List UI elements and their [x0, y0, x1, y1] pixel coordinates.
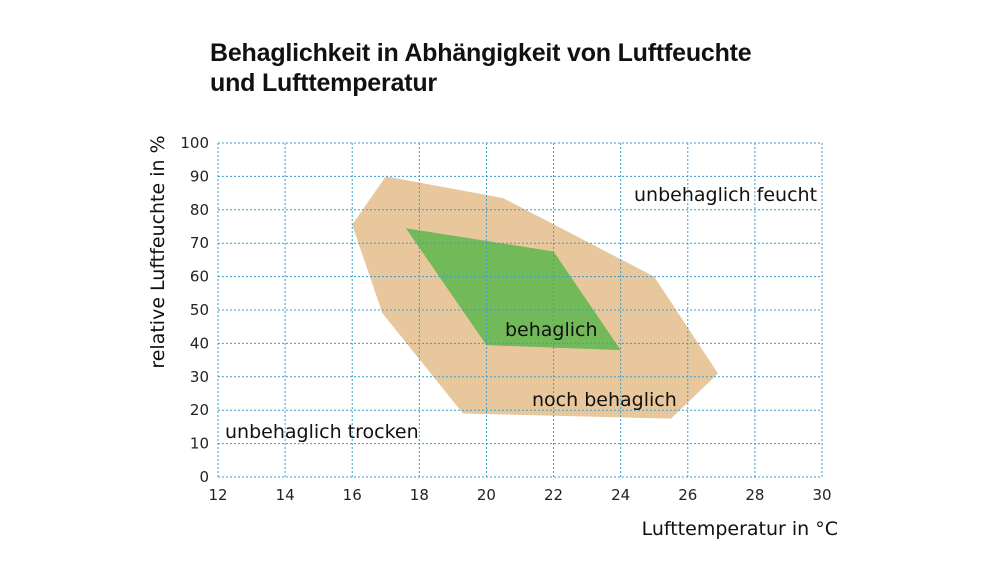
x-tick-label: 26	[678, 486, 697, 504]
y-axis-label: relative Luftfeuchte in %	[147, 135, 169, 368]
chart-title-line-1: Behaglichkeit in Abhängigkeit von Luftfe…	[210, 39, 752, 67]
comfort-regions	[352, 176, 718, 419]
y-tick-label: 50	[190, 301, 209, 319]
x-axis-label: Lufttemperatur in °C	[642, 518, 838, 540]
chart-title: Behaglichkeit in Abhängigkeit von Luftfe…	[210, 38, 752, 98]
x-tick-label: 16	[343, 486, 362, 504]
annotation-noch-behaglich: noch behaglich	[532, 389, 677, 411]
y-tick-label: 40	[190, 334, 209, 352]
y-tick-label: 80	[190, 201, 209, 219]
annotation-unbehaglich-trocken: unbehaglich trocken	[225, 421, 419, 443]
x-tick-label: 30	[812, 486, 831, 504]
y-tick-label: 0	[199, 468, 209, 486]
x-tick-label: 22	[544, 486, 563, 504]
y-tick-label: 90	[190, 167, 209, 185]
y-tick-label: 20	[190, 401, 209, 419]
x-tick-label: 14	[276, 486, 295, 504]
y-tick-label: 10	[190, 435, 209, 453]
x-tick-label: 18	[410, 486, 429, 504]
y-axis-ticks: 0 10 20 30 40 50 60 70 80 90 100	[180, 134, 209, 486]
x-axis-ticks: 12 14 16 18 20 22 24 26 28 30	[208, 486, 831, 504]
region-behaglich	[405, 228, 621, 351]
annotation-behaglich: behaglich	[505, 319, 598, 341]
y-tick-label: 30	[190, 368, 209, 386]
grid-lines	[217, 142, 823, 478]
y-tick-label: 100	[180, 134, 209, 152]
x-tick-label: 12	[208, 486, 227, 504]
x-tick-label: 28	[745, 486, 764, 504]
y-tick-label: 60	[190, 268, 209, 286]
annotation-unbehaglich-feucht: unbehaglich feucht	[634, 184, 817, 206]
x-tick-label: 24	[611, 486, 630, 504]
y-tick-label: 70	[190, 234, 209, 252]
chart-title-line-2: und Lufttemperatur	[210, 69, 437, 97]
x-tick-label: 20	[477, 486, 496, 504]
